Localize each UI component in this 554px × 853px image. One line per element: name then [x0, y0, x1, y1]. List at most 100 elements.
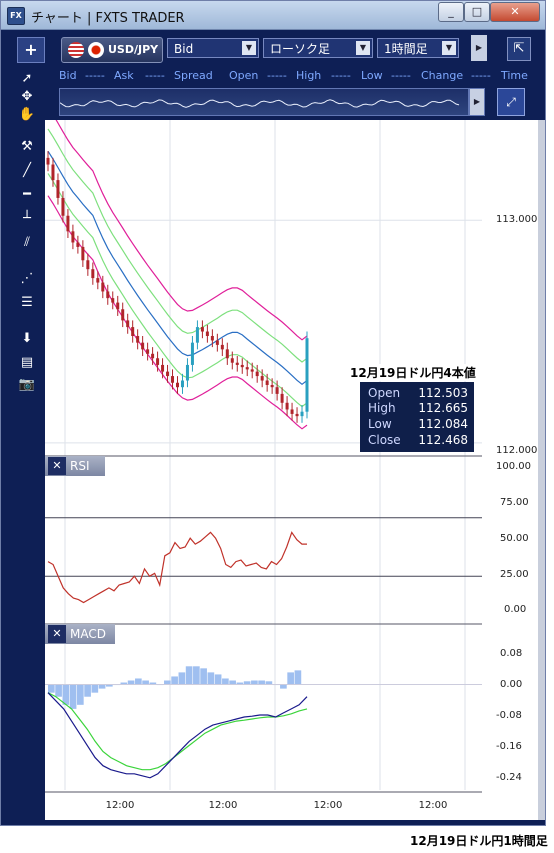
- candle-body: [260, 376, 264, 381]
- macd-histogram-bar: [106, 684, 113, 687]
- candle-body: [91, 269, 95, 279]
- close-value: 112.468: [418, 433, 468, 447]
- chevron-down-icon: ▼: [242, 41, 256, 55]
- macd-histogram-bar: [164, 680, 171, 685]
- macd-histogram-bar: [69, 684, 77, 709]
- price-tick-113: 113.000: [496, 214, 538, 225]
- candle-body: [220, 344, 224, 350]
- macd-tick-000: 0.00: [500, 679, 523, 690]
- horizontal-line-tool[interactable]: ━: [15, 185, 39, 205]
- x-tick-label: 12:00: [209, 800, 238, 811]
- trendline-tool[interactable]: ╱: [15, 161, 39, 181]
- chevron-right-icon: ▶: [473, 97, 481, 106]
- candle-body: [205, 331, 209, 336]
- ohlc-info-box: Open 112.503 High 112.665 Low 112.084 Close…: [360, 382, 474, 452]
- chart-plot-area[interactable]: 12:00 12:00 12:00 12:00 ✕ RSI ✕ MACD: [45, 106, 482, 820]
- vertical-scrollbar[interactable]: [538, 120, 545, 820]
- ask-value: -----: [145, 69, 165, 82]
- price-type-select[interactable]: Bid ▼: [167, 38, 259, 58]
- candle-body: [131, 327, 135, 336]
- currency-pair-button[interactable]: USD/JPY: [61, 37, 163, 63]
- macd-histogram-bar: [222, 678, 229, 685]
- fan-tool[interactable]: ⋰: [15, 269, 39, 289]
- expand-button[interactable]: ⤢: [497, 88, 525, 116]
- app-icon: FX: [7, 7, 25, 25]
- candle-body: [200, 327, 204, 332]
- candle-body: [61, 197, 65, 216]
- close-label: Close: [368, 433, 401, 447]
- minimize-button[interactable]: _: [438, 2, 464, 22]
- close-icon[interactable]: ✕: [48, 457, 66, 475]
- chevron-down-icon: ▼: [356, 41, 370, 55]
- close-button[interactable]: ✕: [490, 2, 540, 22]
- fibonacci-icon: ☰: [21, 295, 33, 310]
- bollinger-lower-1: [47, 173, 308, 408]
- detach-button[interactable]: ⇱: [507, 37, 531, 61]
- tick-sparkline[interactable]: [59, 88, 469, 116]
- candle-body: [245, 367, 249, 370]
- list-icon: ▤: [20, 355, 34, 370]
- macd-histogram-bar: [48, 684, 55, 693]
- macd-histogram-bar: [287, 672, 294, 685]
- candle-body: [290, 409, 294, 414]
- trendline-icon: ╱: [23, 163, 31, 178]
- candle-body: [166, 371, 170, 377]
- macd-histogram-bar: [200, 668, 207, 685]
- hammer-icon: ⚒: [21, 139, 33, 154]
- candle-body: [136, 335, 140, 343]
- hammer-tool[interactable]: ⚒: [15, 137, 39, 157]
- candle-body: [101, 282, 105, 292]
- candle-body: [300, 411, 304, 417]
- channel-icon: ⫽: [24, 235, 30, 250]
- toolbar-scroll-right[interactable]: ▶: [471, 35, 487, 61]
- expand-icon: ⤢: [506, 95, 516, 109]
- open-label: Open: [368, 386, 401, 400]
- macd-signal-line: [47, 692, 308, 771]
- chart-type-select[interactable]: ローソク足 ▼: [263, 38, 373, 58]
- macd-histogram-bar: [55, 684, 62, 697]
- crosshair-tool[interactable]: ✥: [15, 87, 39, 107]
- chart-toolbar: + USD/JPY Bid ▼ ローソク足 ▼ 1時間足 ▼ ▶ ⇱: [7, 33, 537, 65]
- hand-tool[interactable]: ✋: [15, 105, 39, 125]
- candle-body: [46, 157, 50, 165]
- hand-icon: ✋: [18, 107, 36, 122]
- download-tool[interactable]: ⬇: [15, 329, 39, 349]
- candle-body: [225, 349, 229, 359]
- title-bar[interactable]: FX チャート | FXTS TRADER _ □ ✕: [1, 1, 545, 30]
- channel-tool[interactable]: ⫽: [15, 233, 39, 253]
- candle-body: [230, 358, 234, 363]
- vertical-line-tool[interactable]: ┴: [15, 209, 39, 229]
- timeframe-select[interactable]: 1時間足 ▼: [377, 38, 459, 58]
- macd-tick-neg008: -0.08: [496, 710, 522, 721]
- window-title: チャート | FXTS TRADER: [31, 11, 185, 26]
- candle-body: [180, 380, 184, 388]
- low-label: Low: [368, 417, 392, 431]
- horizontal-line-icon: ━: [23, 187, 31, 202]
- fibonacci-tool[interactable]: ☰: [15, 293, 39, 313]
- macd-histogram-bar: [77, 684, 84, 705]
- maximize-button[interactable]: □: [464, 2, 490, 22]
- candle-body: [176, 382, 179, 388]
- tick-sparkline-svg: [59, 99, 460, 108]
- macd-histogram-bar: [62, 684, 70, 705]
- camera-tool[interactable]: 📷: [15, 375, 39, 395]
- vertical-line-icon: ┴: [23, 211, 31, 226]
- macd-tick-008: 0.08: [500, 648, 523, 659]
- us-flag-icon: [68, 42, 84, 58]
- price-tick-112: 112.000: [496, 445, 538, 456]
- candle-body: [305, 338, 309, 412]
- bollinger-upper-1: [47, 128, 308, 363]
- moving-average-line: [47, 150, 308, 386]
- open-label: Open: [229, 69, 259, 82]
- maximize-icon: □: [471, 5, 483, 18]
- add-chart-button[interactable]: +: [17, 37, 45, 63]
- close-icon[interactable]: ✕: [48, 625, 66, 643]
- macd-histogram-bar: [251, 680, 258, 685]
- pointer-tool[interactable]: ➚: [15, 69, 39, 89]
- candle-body: [71, 231, 75, 243]
- candle-body: [141, 342, 145, 350]
- sparkline-scroll-button[interactable]: ▶: [469, 88, 485, 116]
- download-icon: ⬇: [21, 331, 33, 346]
- list-tool[interactable]: ▤: [15, 353, 39, 373]
- rsi-tick-100: 100.00: [496, 461, 531, 472]
